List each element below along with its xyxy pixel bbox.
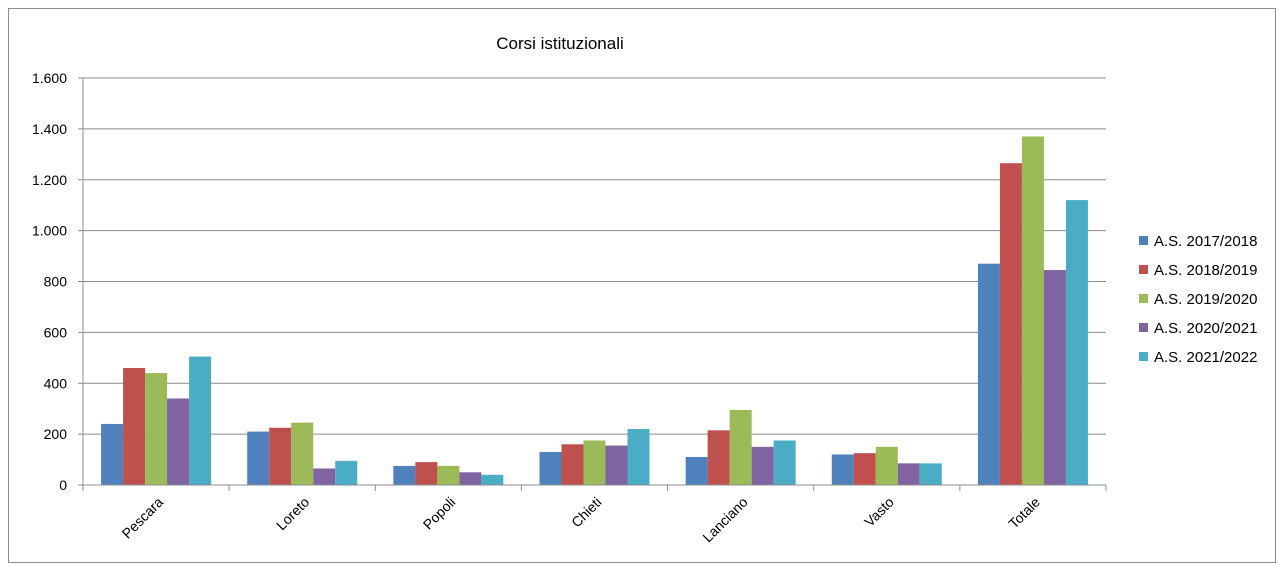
x-tick-label: Pescara: [119, 494, 167, 542]
y-tick-label: 400: [44, 375, 68, 391]
x-axis-ticks: Pescara Loreto Popoli Chieti Lanciano Vasto To…: [82, 485, 1107, 546]
legend-swatch: [1139, 265, 1148, 274]
chart-title: Corsi istituzionali: [496, 34, 624, 53]
y-tick-label: 1.200: [32, 172, 67, 188]
legend-swatch: [1139, 294, 1148, 303]
bar: [269, 427, 292, 485]
bar: [999, 163, 1022, 485]
bar: [627, 429, 650, 485]
bar: [123, 367, 146, 485]
x-tick-label: Popoli: [420, 494, 459, 533]
legend-swatch: [1139, 236, 1148, 245]
bar: [539, 451, 562, 485]
bar: [437, 465, 460, 485]
bar: [583, 440, 606, 485]
bar: [145, 373, 168, 485]
y-tick-label: 800: [44, 274, 68, 290]
bar: [977, 263, 1000, 485]
legend-label: A.S. 2018/2019: [1154, 262, 1257, 279]
legend-swatch: [1139, 352, 1148, 361]
x-tick-label: Vasto: [861, 494, 897, 530]
bar: [291, 422, 314, 485]
legend-swatch: [1139, 323, 1148, 332]
y-tick-label: 600: [44, 324, 68, 340]
bar: [167, 398, 190, 485]
bar: [707, 430, 730, 485]
bar: [897, 463, 920, 485]
chart-frame: Corsi istituzionali 0 200 400 600 800 1.000 1.…: [8, 8, 1276, 563]
bar: [247, 431, 270, 485]
bar: [605, 445, 628, 485]
bar: [335, 460, 358, 485]
bar: [101, 423, 124, 485]
bar: [773, 440, 796, 485]
bar: [875, 446, 898, 485]
x-tick-label: Loreto: [273, 494, 313, 534]
y-tick-label: 1.000: [32, 223, 67, 239]
bar: [831, 454, 854, 485]
legend-label: A.S. 2019/2020: [1154, 291, 1257, 308]
bars: [101, 136, 1088, 485]
bar: [415, 462, 438, 485]
bar: [853, 453, 876, 485]
bar: [189, 356, 212, 485]
legend-label: A.S. 2021/2022: [1154, 349, 1257, 366]
bar: [393, 465, 416, 485]
bar: [685, 457, 708, 485]
bar: [919, 463, 942, 485]
y-axis-ticks: 0 200 400 600 800 1.000 1.200 1.400 1.600: [32, 70, 83, 493]
legend-label: A.S. 2017/2018: [1154, 233, 1257, 250]
legend: A.S. 2017/2018 A.S. 2018/2019 A.S. 2019/20…: [1139, 233, 1257, 366]
bar: [459, 472, 482, 485]
bar: [751, 446, 774, 485]
gridlines: [83, 77, 1106, 435]
x-tick-label: Totale: [1005, 494, 1043, 532]
y-tick-label: 0: [59, 477, 67, 493]
x-tick-label: Chieti: [568, 494, 605, 531]
y-tick-label: 1.400: [32, 121, 67, 137]
legend-label: A.S. 2020/2021: [1154, 320, 1257, 337]
x-tick-label: Lanciano: [699, 494, 751, 546]
bar-chart: Corsi istituzionali 0 200 400 600 800 1.000 1.…: [32, 34, 1257, 546]
bar: [561, 444, 584, 485]
bar: [1043, 270, 1066, 485]
bar: [313, 468, 336, 485]
y-tick-label: 1.600: [32, 70, 67, 86]
bar: [481, 474, 504, 485]
bar: [1021, 136, 1044, 485]
bar: [1065, 200, 1088, 485]
y-tick-label: 200: [44, 426, 68, 442]
bar: [729, 409, 752, 485]
